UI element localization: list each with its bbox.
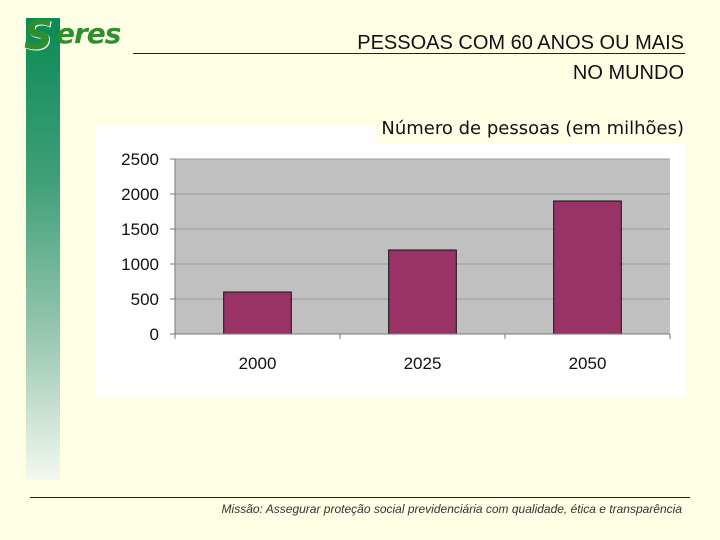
page-title-line-2: NO MUNDO [572, 62, 684, 84]
y-tick-label: 0 [150, 325, 159, 344]
footer-divider [30, 497, 690, 498]
x-tick-label: 2025 [404, 354, 442, 373]
y-axis: 0 500 1000 1500 2000 2500 [121, 150, 176, 344]
y-tick-label: 1000 [121, 255, 159, 274]
title-divider [133, 53, 685, 54]
bar-2000 [223, 291, 292, 335]
logo-word: eres [56, 17, 121, 50]
logo-initial: S [24, 13, 53, 59]
x-axis: 2000 2025 2050 [174, 333, 671, 373]
footer-mission: Missão: Assegurar proteção social previd… [221, 502, 682, 516]
page-title: PESSOAS COM 60 ANOS OU MAIS NO MUNDO [357, 28, 684, 88]
page-title-line-1: PESSOAS COM 60 ANOS OU MAIS [357, 32, 684, 54]
y-tick-label: 2500 [121, 150, 159, 169]
y-tick-label: 1500 [121, 220, 159, 239]
y-tick-label: 500 [131, 290, 159, 309]
bar-chart: 0 500 1000 1500 2000 2500 2000 2025 2050 [121, 150, 671, 373]
bars [223, 200, 622, 335]
bar-2025 [388, 249, 457, 335]
x-tick-label: 2050 [569, 354, 607, 373]
chart-title: Número de pessoas (em milhões) [375, 116, 686, 143]
left-gradient-bar [26, 18, 60, 480]
seres-logo: S eres [22, 14, 134, 58]
bar-2050 [553, 200, 622, 335]
y-tick-label: 2000 [121, 185, 159, 204]
x-tick-label: 2000 [239, 354, 277, 373]
